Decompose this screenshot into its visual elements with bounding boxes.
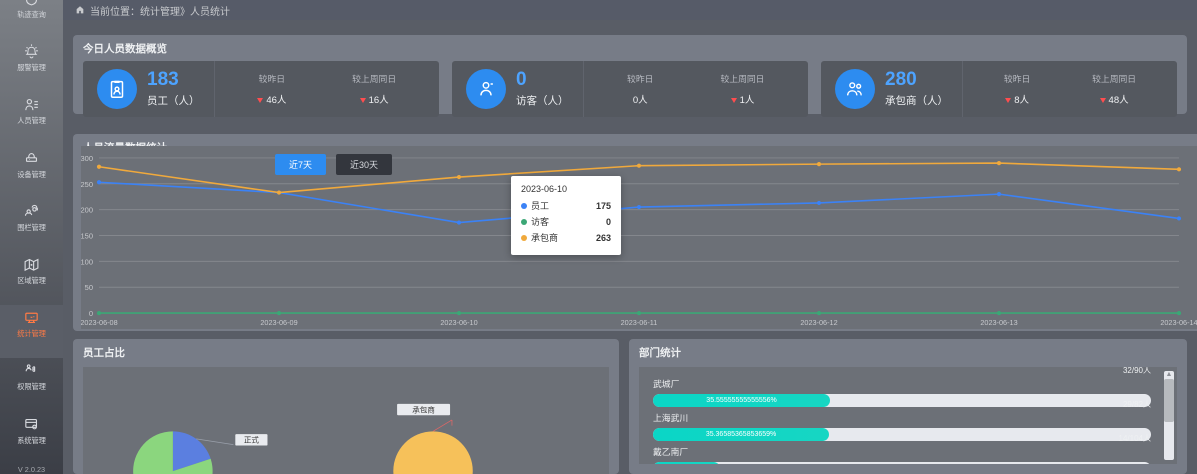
svg-text:250: 250	[81, 180, 93, 189]
svg-text:2023-06-12: 2023-06-12	[800, 318, 837, 327]
svg-text:2023-06-11: 2023-06-11	[621, 318, 658, 327]
svg-text:2023-06-14: 2023-06-14	[1160, 318, 1197, 327]
svg-text:正式: 正式	[244, 435, 260, 445]
svg-text:300: 300	[81, 154, 93, 163]
svg-text:100: 100	[81, 257, 93, 266]
svg-text:2023-06-10: 2023-06-10	[440, 318, 477, 327]
svg-text:承包商: 承包商	[412, 404, 435, 414]
svg-text:2023-06-08: 2023-06-08	[81, 318, 118, 327]
svg-text:150: 150	[81, 232, 93, 241]
svg-text:0: 0	[89, 309, 93, 318]
svg-text:50: 50	[85, 283, 93, 292]
svg-text:200: 200	[81, 206, 93, 215]
svg-text:2023-06-13: 2023-06-13	[980, 318, 1017, 327]
svg-text:2023-06-09: 2023-06-09	[260, 318, 297, 327]
